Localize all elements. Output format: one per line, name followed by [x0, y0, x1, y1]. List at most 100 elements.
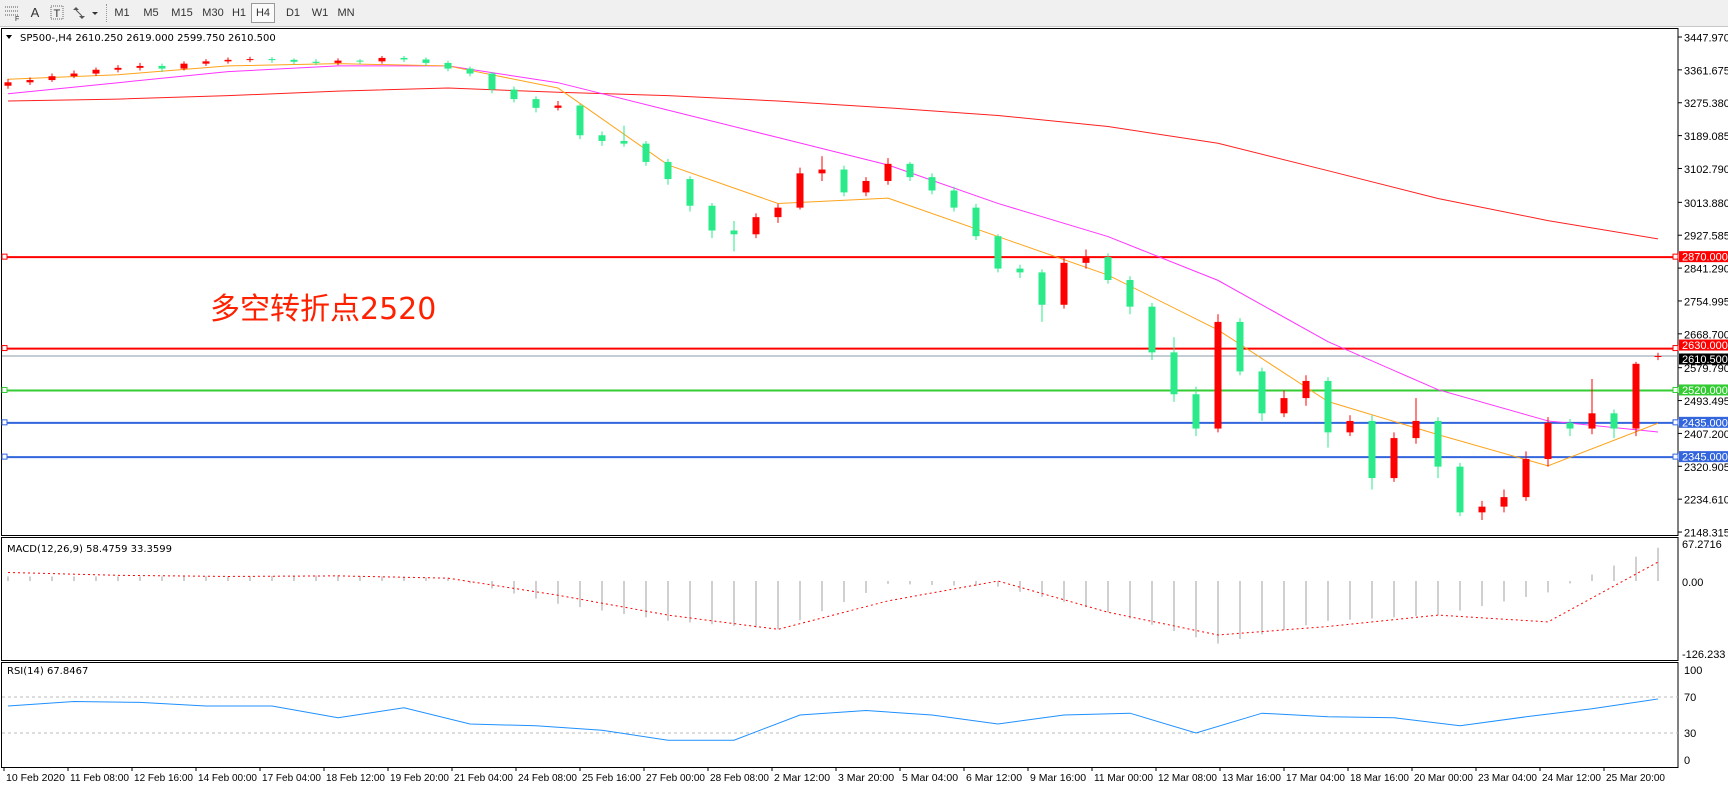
- candle-body[interactable]: [1478, 506, 1486, 513]
- candle-body[interactable]: [1456, 466, 1464, 513]
- candle-body[interactable]: [818, 169, 826, 174]
- candle-body[interactable]: [1368, 420, 1376, 479]
- candle-body[interactable]: [752, 217, 760, 235]
- level-handle-left[interactable]: [1, 453, 8, 460]
- candle-body[interactable]: [862, 180, 870, 193]
- candle-body[interactable]: [26, 80, 34, 83]
- candle-body[interactable]: [664, 161, 672, 180]
- candle-body[interactable]: [884, 163, 892, 181]
- candle-body[interactable]: [444, 62, 452, 69]
- candle-body[interactable]: [114, 67, 122, 70]
- timeframe-h1[interactable]: H1: [231, 7, 247, 19]
- candle-body[interactable]: [290, 59, 298, 62]
- candle-body[interactable]: [1060, 262, 1068, 305]
- candle-body[interactable]: [202, 61, 210, 64]
- candle-body[interactable]: [686, 179, 694, 206]
- candle-body[interactable]: [1610, 413, 1618, 429]
- candle-body[interactable]: [334, 60, 342, 63]
- candle-body[interactable]: [598, 135, 606, 141]
- level-handle-right[interactable]: [1672, 453, 1679, 460]
- timeframe-w1[interactable]: W1: [311, 7, 329, 19]
- candle-body[interactable]: [730, 230, 738, 235]
- timeframe-m30[interactable]: M30: [202, 7, 224, 19]
- candle-body[interactable]: [840, 169, 848, 193]
- level-handle-right[interactable]: [1672, 386, 1679, 393]
- candle-body[interactable]: [1412, 420, 1420, 439]
- candle-body[interactable]: [312, 61, 320, 63]
- candle-body[interactable]: [1280, 398, 1288, 414]
- candle-body[interactable]: [906, 163, 914, 178]
- timeframe-mn[interactable]: MN: [337, 7, 355, 19]
- candle-body[interactable]: [4, 82, 12, 86]
- candle-body[interactable]: [1038, 272, 1046, 305]
- candle-body[interactable]: [378, 57, 386, 62]
- candle-body[interactable]: [136, 65, 144, 68]
- candle-body[interactable]: [70, 73, 78, 77]
- candle-body[interactable]: [1500, 497, 1508, 507]
- grid-f-icon[interactable]: F: [4, 4, 22, 23]
- candle-body[interactable]: [1654, 355, 1662, 357]
- candle-body[interactable]: [774, 207, 782, 218]
- candle-body[interactable]: [1192, 394, 1200, 429]
- timeframe-m15[interactable]: M15: [171, 7, 193, 19]
- candle-body[interactable]: [1104, 257, 1112, 281]
- candle-body[interactable]: [1126, 280, 1134, 307]
- candle-body[interactable]: [48, 76, 56, 81]
- candle-body[interactable]: [1522, 459, 1530, 498]
- candle-body[interactable]: [1588, 413, 1596, 429]
- candle-body[interactable]: [1214, 321, 1222, 429]
- candle-body[interactable]: [1258, 371, 1266, 414]
- candle-body[interactable]: [466, 68, 474, 74]
- candle-body[interactable]: [1544, 422, 1552, 460]
- candle-body[interactable]: [554, 105, 562, 108]
- level-handle-right[interactable]: [1672, 419, 1679, 426]
- candle-body[interactable]: [1566, 422, 1574, 429]
- timeframe-d1[interactable]: D1: [285, 7, 301, 19]
- candle-body[interactable]: [400, 57, 408, 60]
- candle-body[interactable]: [1390, 438, 1398, 479]
- candle-body[interactable]: [532, 99, 540, 108]
- candle-body[interactable]: [246, 59, 254, 61]
- candle-body[interactable]: [708, 205, 716, 231]
- level-handle-right[interactable]: [1672, 253, 1679, 260]
- candle-body[interactable]: [510, 89, 518, 100]
- candle-body[interactable]: [796, 173, 804, 208]
- timeframe-h4[interactable]: H4: [251, 3, 275, 23]
- candle-body[interactable]: [180, 63, 188, 69]
- candle-body[interactable]: [92, 69, 100, 74]
- timeframe-m1[interactable]: M1: [114, 7, 130, 19]
- text-a-icon[interactable]: A: [30, 5, 40, 20]
- candle-body[interactable]: [642, 143, 650, 162]
- candle-body[interactable]: [1236, 321, 1244, 372]
- level-handle-left[interactable]: [1, 419, 8, 426]
- candle-body[interactable]: [972, 207, 980, 237]
- candle-body[interactable]: [1148, 306, 1156, 353]
- candle-body[interactable]: [224, 59, 232, 62]
- candle-body[interactable]: [488, 73, 496, 90]
- candle-body[interactable]: [576, 105, 584, 136]
- level-handle-right[interactable]: [1672, 345, 1679, 352]
- candle-body[interactable]: [1324, 380, 1332, 433]
- timeframe-m5[interactable]: M5: [143, 7, 159, 19]
- candle-body[interactable]: [268, 59, 276, 61]
- candle-body[interactable]: [1082, 257, 1090, 263]
- level-handle-left[interactable]: [1, 345, 8, 352]
- candle-body[interactable]: [928, 177, 936, 191]
- arrows-icon[interactable]: [72, 4, 100, 22]
- candle-body[interactable]: [158, 65, 166, 69]
- text-box-icon[interactable]: T: [48, 4, 66, 22]
- candle-body[interactable]: [1434, 420, 1442, 467]
- candle-body[interactable]: [1632, 363, 1640, 429]
- candle-body[interactable]: [994, 236, 1002, 269]
- candle-body[interactable]: [620, 140, 628, 144]
- candle-body[interactable]: [1346, 420, 1354, 433]
- candle-body[interactable]: [356, 60, 364, 62]
- collapse-triangle-icon[interactable]: [6, 35, 12, 39]
- candle-body[interactable]: [1302, 380, 1310, 399]
- level-handle-left[interactable]: [1, 386, 8, 393]
- candle-body[interactable]: [950, 190, 958, 208]
- candle-body[interactable]: [1170, 352, 1178, 395]
- level-handle-left[interactable]: [1, 253, 8, 260]
- candle-body[interactable]: [1016, 268, 1024, 273]
